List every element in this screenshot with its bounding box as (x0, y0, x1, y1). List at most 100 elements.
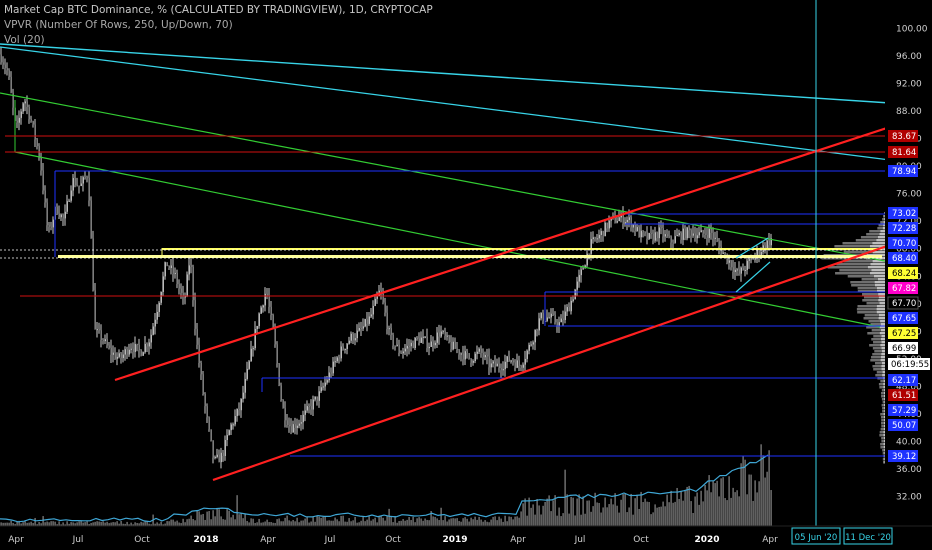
candle-body (278, 363, 280, 386)
vpvr-bar-up (881, 425, 884, 428)
cyan-trendline-upper[interactable] (0, 43, 891, 104)
level-badge-label: 83.67 (892, 132, 916, 142)
candle-body (454, 341, 456, 349)
candle-body (40, 157, 42, 171)
volume-bar (714, 483, 716, 526)
volume-bar (192, 519, 194, 526)
volume-bar (180, 523, 182, 526)
volume-bar (696, 492, 698, 526)
yellow-level-bottom[interactable] (58, 255, 882, 258)
vpvr-bar-down (882, 374, 885, 377)
indicator-vol-label[interactable]: Vol (20) (4, 34, 45, 46)
candle-body (20, 111, 22, 118)
level-badge (888, 267, 918, 279)
volume-bar (600, 512, 602, 526)
volume-bar (24, 521, 26, 526)
level-badge-label: 70.70 (892, 239, 916, 249)
volume-bar (220, 516, 222, 526)
candle-body (30, 119, 32, 122)
volume-bar (84, 522, 86, 526)
volume-bar (712, 480, 714, 526)
vpvr-bar-up (869, 230, 881, 233)
volume-bar (740, 463, 742, 526)
vpvr-bar-down (882, 362, 885, 365)
volume-bar (582, 496, 584, 526)
candle-body (240, 398, 242, 411)
volume-bar (30, 521, 32, 526)
candle-body (570, 300, 572, 312)
candle-body (320, 387, 322, 392)
volume-bar (730, 497, 732, 526)
candle-body (122, 354, 124, 359)
date-flag[interactable] (791, 527, 841, 545)
candle-body (148, 342, 150, 347)
candle-body (70, 190, 72, 201)
cyan-trendline-lower[interactable] (0, 46, 891, 161)
volume-bar (656, 507, 658, 526)
volume-bar (496, 520, 498, 526)
candle-body (432, 341, 434, 346)
volume-bar (676, 487, 678, 526)
time-axis[interactable]: Apr Jul Oct 2018 Apr Jul Oct 2019 Apr Jul Oct 2020 A… (0, 525, 932, 550)
candle-body (284, 408, 286, 421)
candle-body (244, 378, 246, 393)
vpvr-bar-down (879, 326, 885, 329)
channel-line-lower[interactable] (212, 243, 891, 482)
candle-body (486, 355, 488, 357)
volume-bar (770, 490, 772, 526)
candle-body (444, 331, 446, 337)
volume-bar (282, 521, 284, 526)
vpvr-bar-down (880, 359, 885, 362)
candle-body (348, 340, 350, 344)
volume-bar (344, 521, 346, 526)
volume-bar (442, 520, 444, 526)
candle-body (666, 234, 668, 237)
drawn-lines[interactable] (0, 0, 891, 526)
channel-line-upper[interactable] (114, 125, 891, 382)
vpvr-bar-up (883, 212, 885, 215)
indicator-vpvr-label[interactable]: VPVR (Number Of Rows, 250, Up/Down, 70) (4, 19, 233, 31)
candle-body (692, 233, 694, 236)
vpvr-bar-down (880, 356, 885, 359)
candle-body (132, 348, 134, 352)
yellow-level-top[interactable] (162, 248, 882, 250)
candle-body (572, 299, 574, 301)
volume-bar (224, 519, 226, 526)
volume-bar (64, 524, 66, 526)
volume-bar (350, 521, 352, 526)
volume-bar (140, 521, 142, 526)
candle-body (304, 410, 306, 415)
volume-bar (280, 521, 282, 526)
volume-bar (610, 498, 612, 526)
volume-bar (576, 498, 578, 526)
volume-bar (722, 477, 724, 526)
volume-bar (518, 517, 520, 526)
vpvr-bar-down (876, 239, 885, 242)
candle-body (490, 363, 492, 368)
vpvr-bar-up (839, 269, 872, 272)
volume-bar (194, 520, 196, 526)
volume-bar (424, 518, 426, 526)
volume-bar (356, 522, 358, 526)
volume-bar (206, 511, 208, 526)
volume-bar (380, 516, 382, 526)
volume-bar (646, 501, 648, 526)
volume-bar (338, 521, 340, 526)
green-trendline-upper[interactable] (0, 92, 891, 263)
volume-bar (550, 511, 552, 526)
candle-body (438, 332, 440, 337)
date-flag[interactable] (843, 527, 893, 545)
volume-bar (744, 459, 746, 526)
volume-bar (160, 521, 162, 526)
vpvr-bar-down (884, 458, 885, 461)
vpvr-bar-up (881, 398, 885, 401)
candle-body (230, 424, 232, 431)
candle-body (344, 348, 346, 350)
candle-body (44, 190, 46, 203)
vpvr-bar-up (863, 296, 879, 299)
candle-body (98, 329, 100, 331)
volume-bar (456, 518, 458, 526)
candle-body (658, 227, 660, 239)
candle-body (594, 237, 596, 239)
